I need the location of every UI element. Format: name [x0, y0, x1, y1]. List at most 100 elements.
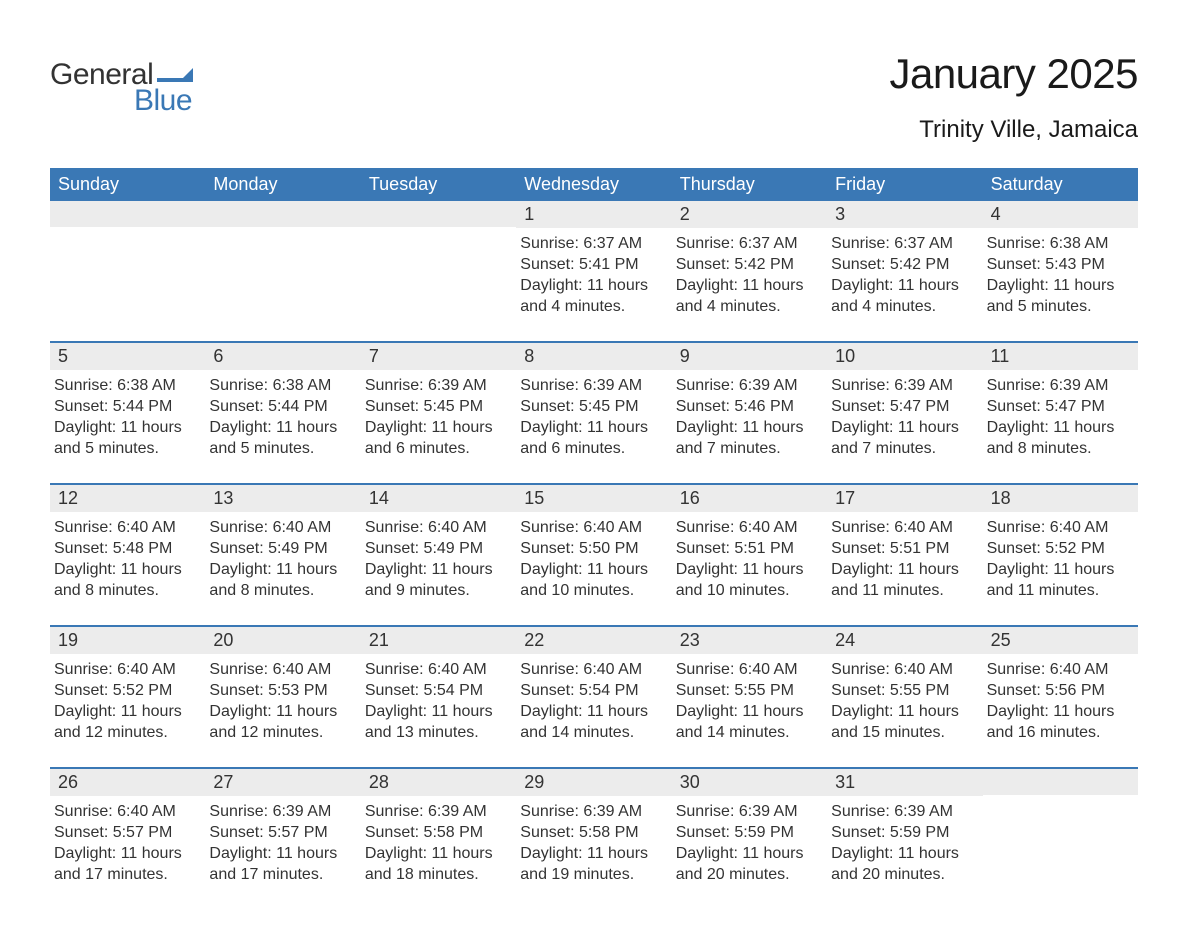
sunset-text: Sunset: 5:47 PM: [831, 397, 974, 418]
sunrise-text: Sunrise: 6:37 AM: [676, 234, 819, 255]
day-body: Sunrise: 6:38 AMSunset: 5:44 PMDaylight:…: [50, 370, 205, 467]
sunset-text: Sunset: 5:44 PM: [209, 397, 352, 418]
day-body: Sunrise: 6:40 AMSunset: 5:57 PMDaylight:…: [50, 796, 205, 893]
day-number: [50, 201, 205, 227]
day-cell: 29Sunrise: 6:39 AMSunset: 5:58 PMDayligh…: [516, 769, 671, 909]
day-cell: 15Sunrise: 6:40 AMSunset: 5:50 PMDayligh…: [516, 485, 671, 625]
sunset-text: Sunset: 5:44 PM: [54, 397, 197, 418]
day-number: 14: [361, 485, 516, 512]
sunrise-text: Sunrise: 6:39 AM: [365, 802, 508, 823]
sunrise-text: Sunrise: 6:39 AM: [209, 802, 352, 823]
day-cell: 4Sunrise: 6:38 AMSunset: 5:43 PMDaylight…: [983, 201, 1138, 341]
day-number: 11: [983, 343, 1138, 370]
sunset-text: Sunset: 5:50 PM: [520, 539, 663, 560]
day-body: Sunrise: 6:39 AMSunset: 5:58 PMDaylight:…: [361, 796, 516, 893]
sunset-text: Sunset: 5:53 PM: [209, 681, 352, 702]
day-number: 4: [983, 201, 1138, 228]
day-body: Sunrise: 6:40 AMSunset: 5:55 PMDaylight:…: [672, 654, 827, 751]
day-number: [361, 201, 516, 227]
sunrise-text: Sunrise: 6:40 AM: [54, 802, 197, 823]
day-cell: 6Sunrise: 6:38 AMSunset: 5:44 PMDaylight…: [205, 343, 360, 483]
day-body: Sunrise: 6:37 AMSunset: 5:42 PMDaylight:…: [827, 228, 982, 325]
day-body: Sunrise: 6:40 AMSunset: 5:54 PMDaylight:…: [516, 654, 671, 751]
daylight-text: Daylight: 11 hours and 7 minutes.: [831, 418, 974, 460]
calendar: Sunday Monday Tuesday Wednesday Thursday…: [50, 168, 1138, 909]
sunset-text: Sunset: 5:48 PM: [54, 539, 197, 560]
sunrise-text: Sunrise: 6:40 AM: [365, 518, 508, 539]
day-body: Sunrise: 6:40 AMSunset: 5:54 PMDaylight:…: [361, 654, 516, 751]
day-body: Sunrise: 6:40 AMSunset: 5:48 PMDaylight:…: [50, 512, 205, 609]
day-number: [983, 769, 1138, 795]
day-body: Sunrise: 6:39 AMSunset: 5:58 PMDaylight:…: [516, 796, 671, 893]
daylight-text: Daylight: 11 hours and 10 minutes.: [676, 560, 819, 602]
sunrise-text: Sunrise: 6:38 AM: [54, 376, 197, 397]
calendar-week: 5Sunrise: 6:38 AMSunset: 5:44 PMDaylight…: [50, 341, 1138, 483]
daylight-text: Daylight: 11 hours and 6 minutes.: [365, 418, 508, 460]
daylight-text: Daylight: 11 hours and 12 minutes.: [54, 702, 197, 744]
sunrise-text: Sunrise: 6:40 AM: [676, 518, 819, 539]
day-body: Sunrise: 6:38 AMSunset: 5:44 PMDaylight:…: [205, 370, 360, 467]
day-number: 29: [516, 769, 671, 796]
sunset-text: Sunset: 5:52 PM: [54, 681, 197, 702]
sunset-text: Sunset: 5:41 PM: [520, 255, 663, 276]
day-cell: 3Sunrise: 6:37 AMSunset: 5:42 PMDaylight…: [827, 201, 982, 341]
day-cell: 2Sunrise: 6:37 AMSunset: 5:42 PMDaylight…: [672, 201, 827, 341]
day-cell: 14Sunrise: 6:40 AMSunset: 5:49 PMDayligh…: [361, 485, 516, 625]
day-number: 21: [361, 627, 516, 654]
weekday-header: Wednesday: [516, 168, 671, 201]
day-cell: 19Sunrise: 6:40 AMSunset: 5:52 PMDayligh…: [50, 627, 205, 767]
sunset-text: Sunset: 5:59 PM: [676, 823, 819, 844]
sunrise-text: Sunrise: 6:37 AM: [520, 234, 663, 255]
day-body: Sunrise: 6:40 AMSunset: 5:50 PMDaylight:…: [516, 512, 671, 609]
day-number: 10: [827, 343, 982, 370]
daylight-text: Daylight: 11 hours and 8 minutes.: [987, 418, 1130, 460]
day-body: Sunrise: 6:40 AMSunset: 5:51 PMDaylight:…: [827, 512, 982, 609]
day-number: 25: [983, 627, 1138, 654]
sunset-text: Sunset: 5:45 PM: [365, 397, 508, 418]
daylight-text: Daylight: 11 hours and 17 minutes.: [209, 844, 352, 886]
day-body: [205, 227, 360, 241]
sunset-text: Sunset: 5:49 PM: [209, 539, 352, 560]
weekday-header: Thursday: [672, 168, 827, 201]
sunrise-text: Sunrise: 6:38 AM: [209, 376, 352, 397]
sunset-text: Sunset: 5:54 PM: [365, 681, 508, 702]
day-body: Sunrise: 6:40 AMSunset: 5:55 PMDaylight:…: [827, 654, 982, 751]
day-number: 7: [361, 343, 516, 370]
day-cell: 21Sunrise: 6:40 AMSunset: 5:54 PMDayligh…: [361, 627, 516, 767]
sunrise-text: Sunrise: 6:40 AM: [520, 518, 663, 539]
day-number: 6: [205, 343, 360, 370]
day-number: 8: [516, 343, 671, 370]
sunset-text: Sunset: 5:57 PM: [54, 823, 197, 844]
sunrise-text: Sunrise: 6:37 AM: [831, 234, 974, 255]
sunset-text: Sunset: 5:56 PM: [987, 681, 1130, 702]
day-number: 26: [50, 769, 205, 796]
day-cell: 22Sunrise: 6:40 AMSunset: 5:54 PMDayligh…: [516, 627, 671, 767]
day-number: 30: [672, 769, 827, 796]
daylight-text: Daylight: 11 hours and 19 minutes.: [520, 844, 663, 886]
sunset-text: Sunset: 5:46 PM: [676, 397, 819, 418]
daylight-text: Daylight: 11 hours and 5 minutes.: [209, 418, 352, 460]
weekday-header: Tuesday: [361, 168, 516, 201]
daylight-text: Daylight: 11 hours and 14 minutes.: [520, 702, 663, 744]
day-cell: 23Sunrise: 6:40 AMSunset: 5:55 PMDayligh…: [672, 627, 827, 767]
sunrise-text: Sunrise: 6:40 AM: [365, 660, 508, 681]
daylight-text: Daylight: 11 hours and 4 minutes.: [831, 276, 974, 318]
sunrise-text: Sunrise: 6:39 AM: [831, 376, 974, 397]
day-number: 1: [516, 201, 671, 228]
day-body: Sunrise: 6:39 AMSunset: 5:57 PMDaylight:…: [205, 796, 360, 893]
day-number: 12: [50, 485, 205, 512]
day-cell: 9Sunrise: 6:39 AMSunset: 5:46 PMDaylight…: [672, 343, 827, 483]
day-body: Sunrise: 6:39 AMSunset: 5:46 PMDaylight:…: [672, 370, 827, 467]
day-cell: 7Sunrise: 6:39 AMSunset: 5:45 PMDaylight…: [361, 343, 516, 483]
day-cell: 25Sunrise: 6:40 AMSunset: 5:56 PMDayligh…: [983, 627, 1138, 767]
daylight-text: Daylight: 11 hours and 4 minutes.: [676, 276, 819, 318]
day-cell: [50, 201, 205, 341]
sunrise-text: Sunrise: 6:39 AM: [831, 802, 974, 823]
logo-line-1: General: [50, 58, 193, 92]
day-body: [361, 227, 516, 241]
daylight-text: Daylight: 11 hours and 11 minutes.: [831, 560, 974, 602]
daylight-text: Daylight: 11 hours and 18 minutes.: [365, 844, 508, 886]
sunset-text: Sunset: 5:49 PM: [365, 539, 508, 560]
day-body: Sunrise: 6:40 AMSunset: 5:49 PMDaylight:…: [361, 512, 516, 609]
sunset-text: Sunset: 5:52 PM: [987, 539, 1130, 560]
